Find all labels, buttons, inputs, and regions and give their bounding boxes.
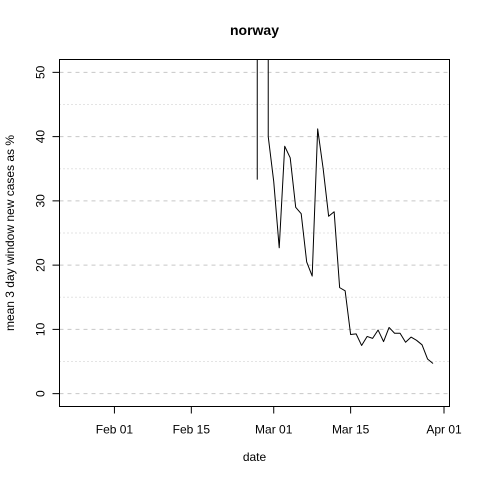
- y-tick-label: 20: [34, 258, 48, 272]
- grid: [59, 71, 450, 395]
- y-tick-label: 0: [34, 390, 48, 397]
- x-tick-label: Mar 01: [255, 423, 293, 437]
- y-tick-label: 50: [34, 65, 48, 79]
- x-axis: Feb 01 Feb 15 Mar 01 Mar 15 Apr 01: [96, 406, 462, 437]
- y-axis: 0 10 20 30 40 50: [34, 65, 60, 397]
- x-tick-label: Apr 01: [426, 423, 462, 437]
- x-axis-label: date: [243, 450, 267, 464]
- series-line: [256, 59, 434, 364]
- y-tick-label: 30: [34, 194, 48, 208]
- y-tick-label: 10: [34, 322, 48, 336]
- y-axis-label: mean 3 day window new cases as %: [3, 135, 17, 331]
- y-tick-label: 40: [34, 130, 48, 144]
- x-tick-label: Feb 15: [173, 423, 211, 437]
- chart-title: norway: [230, 22, 279, 38]
- plot-frame: [59, 59, 450, 407]
- x-tick-label: Feb 01: [96, 423, 134, 437]
- series-layer: [256, 59, 434, 364]
- x-tick-label: Mar 15: [332, 423, 370, 437]
